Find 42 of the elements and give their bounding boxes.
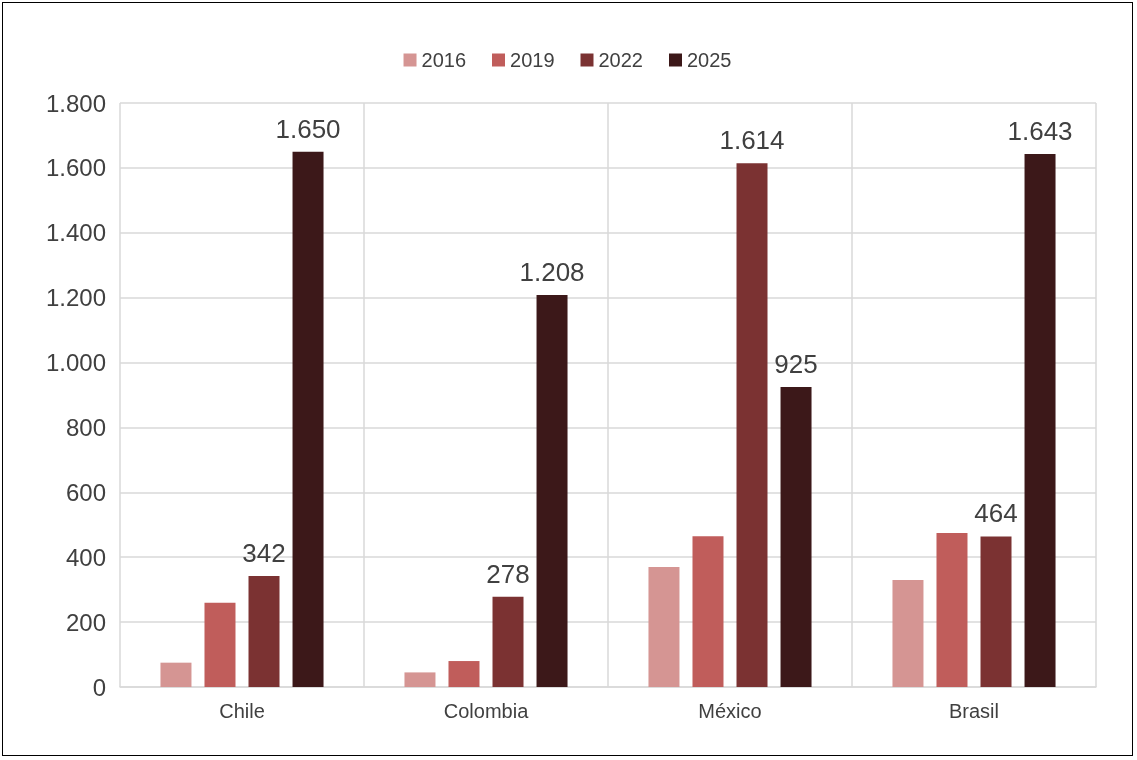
y-tick-label: 1.200 [45, 284, 106, 312]
bar [248, 576, 280, 687]
data-label: 278 [486, 558, 530, 589]
y-tick-label: 600 [65, 478, 106, 506]
bar [292, 151, 324, 687]
bar [536, 295, 568, 687]
y-tick-label: 0 [92, 673, 106, 701]
bar [160, 662, 192, 687]
bar [1024, 153, 1056, 687]
y-tick-label: 1.600 [45, 154, 106, 182]
y-tick-label: 800 [65, 413, 106, 441]
bar [492, 596, 524, 687]
bar [448, 661, 480, 687]
y-tick-label: 400 [65, 543, 106, 571]
x-tick-label: Colombia [443, 700, 530, 722]
x-tick-label: México [698, 700, 762, 722]
x-tick-label: Chile [219, 700, 265, 722]
bar [692, 536, 724, 687]
data-label: 925 [774, 348, 818, 379]
y-tick-label: 1.000 [45, 349, 106, 377]
bar [780, 386, 812, 687]
data-label: 1.650 [275, 113, 341, 144]
x-tick-label: Brasil [948, 700, 1000, 722]
bar [980, 536, 1012, 687]
bar [648, 566, 680, 687]
data-label: 342 [242, 538, 286, 569]
data-label: 464 [974, 498, 1018, 529]
data-label: 1.208 [519, 257, 585, 288]
legend-label: 2019 [510, 49, 555, 71]
legend-label: 2025 [686, 49, 732, 71]
bar [404, 672, 436, 687]
data-label: 1.614 [719, 125, 785, 156]
y-tick-label: 200 [65, 608, 106, 636]
bar [736, 163, 768, 687]
bar [204, 602, 236, 687]
y-tick-label: 1.400 [45, 219, 106, 247]
bar [892, 579, 924, 687]
legend-label: 2016 [421, 49, 467, 71]
bar [936, 532, 968, 687]
data-label: 1.643 [1007, 115, 1073, 146]
y-tick-label: 1.800 [45, 89, 106, 117]
legend-label: 2022 [598, 49, 643, 71]
